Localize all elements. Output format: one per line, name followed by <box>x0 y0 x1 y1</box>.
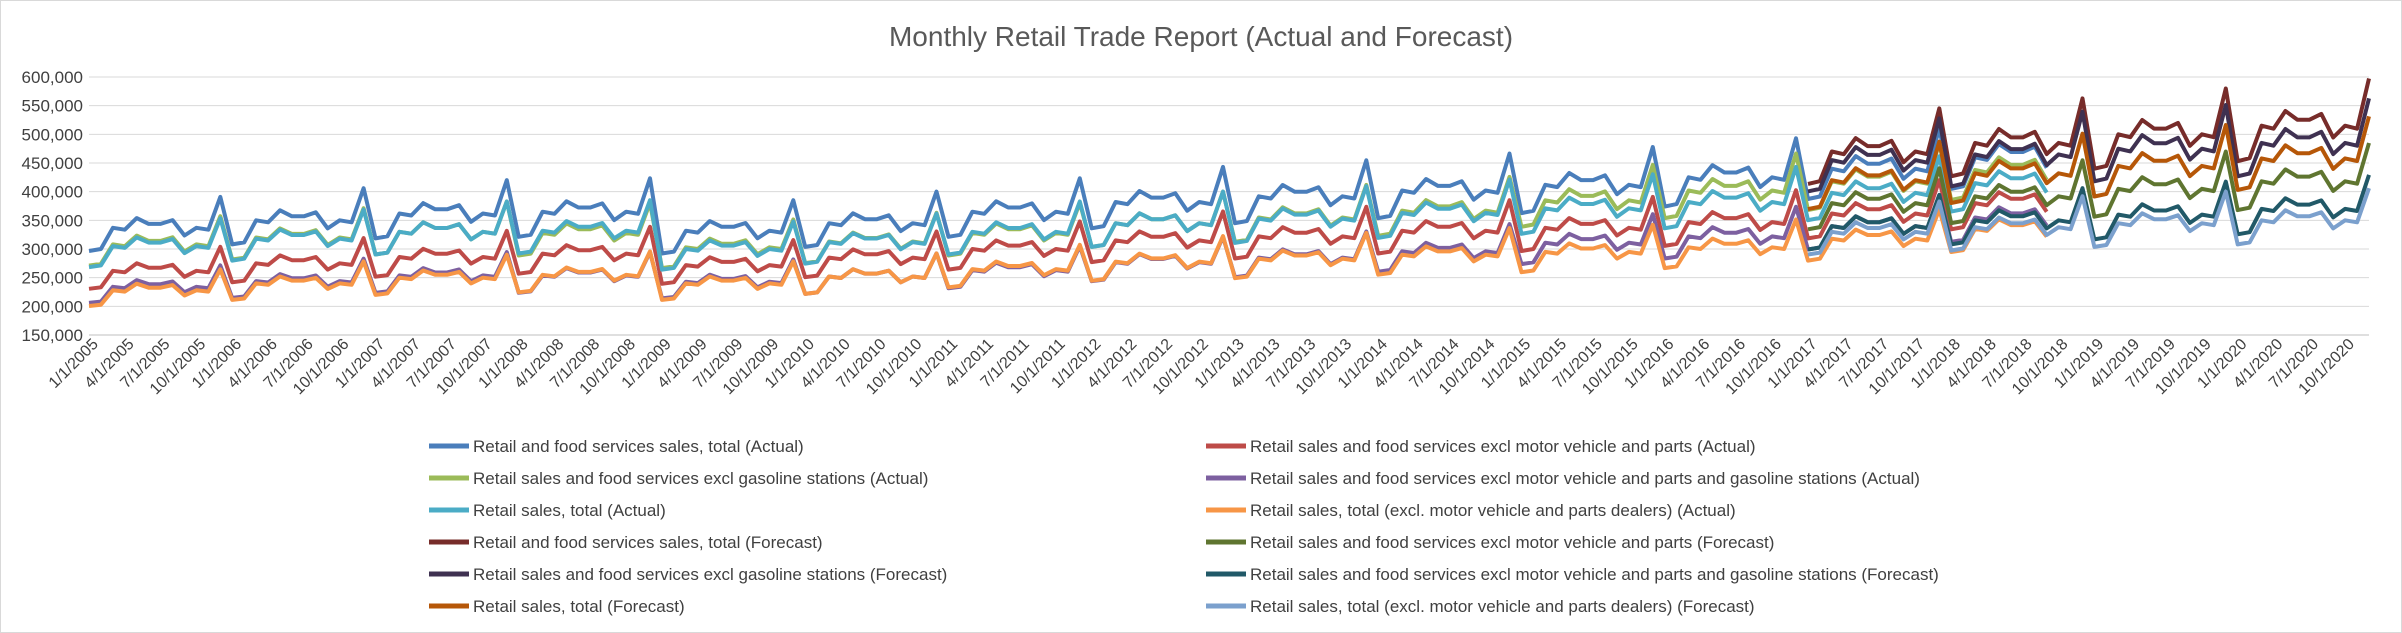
y-tick-label: 300,000 <box>22 240 83 259</box>
legend-label-10: Retail sales and food services excl moto… <box>1250 565 1939 584</box>
y-tick-label: 350,000 <box>22 211 83 230</box>
series-line-6 <box>88 207 2049 308</box>
series-line-7 <box>1807 78 2371 186</box>
x-axis-ticks: 1/1/20054/1/20057/1/200510/1/20051/1/200… <box>46 334 2369 398</box>
legend-label-9: Retail sales and food services excl gaso… <box>473 565 947 584</box>
series-lines <box>88 78 2371 308</box>
series-line-5 <box>88 154 2049 272</box>
legend-label-12: Retail sales, total (excl. motor vehicle… <box>1250 597 1755 616</box>
legend-label-5: Retail sales, total (Actual) <box>473 501 666 520</box>
y-axis-ticks: 150,000 200,000 250,000 300,000 350,000 400,0… <box>22 68 83 345</box>
series-line-9 <box>1807 97 2371 194</box>
legend-label-7: Retail and food services sales, total (F… <box>473 533 823 552</box>
legend-label-11: Retail sales, total (Forecast) <box>473 597 685 616</box>
legend: Retail and food services sales, total (A… <box>429 437 1939 616</box>
legend-label-6: Retail sales, total (excl. motor vehicle… <box>1250 501 1736 520</box>
y-tick-label: 550,000 <box>22 97 83 116</box>
y-tick-label: 150,000 <box>22 326 83 345</box>
y-tick-label: 500,000 <box>22 125 83 144</box>
legend-label-2: Retail sales and food services excl moto… <box>1250 437 1756 456</box>
series-line-2 <box>88 178 2049 291</box>
y-tick-label: 600,000 <box>22 68 83 87</box>
legend-label-1: Retail and food services sales, total (A… <box>473 437 804 456</box>
series-line-11 <box>1807 115 2371 212</box>
series-line-8 <box>1807 142 2371 232</box>
y-tick-label: 200,000 <box>22 297 83 316</box>
chart-title: Monthly Retail Trade Report (Actual and … <box>889 21 1513 52</box>
series-line-12 <box>1807 187 2371 257</box>
y-tick-label: 250,000 <box>22 269 83 288</box>
legend-label-4: Retail sales and food services excl moto… <box>1250 469 1920 488</box>
legend-label-8: Retail sales and food services excl moto… <box>1250 533 1774 552</box>
y-tick-label: 450,000 <box>22 154 83 173</box>
y-tick-label: 400,000 <box>22 183 83 202</box>
series-line-1 <box>88 126 2049 256</box>
legend-label-3: Retail sales and food services excl gaso… <box>473 469 928 488</box>
